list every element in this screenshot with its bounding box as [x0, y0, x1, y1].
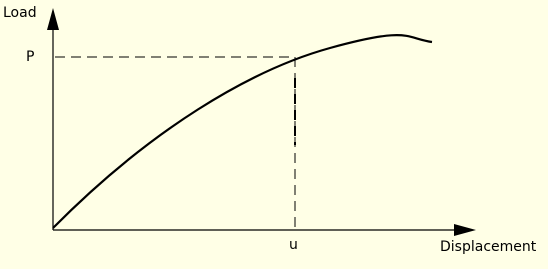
load-marker: P: [26, 49, 34, 65]
load-curve: [52, 34, 433, 229]
y-axis-arrow: [47, 8, 59, 30]
y-axis-label: Load: [3, 5, 37, 21]
x-axis-label: Displacement: [440, 239, 537, 255]
x-axis-arrow: [454, 224, 476, 236]
displacement-marker: u: [289, 237, 298, 253]
